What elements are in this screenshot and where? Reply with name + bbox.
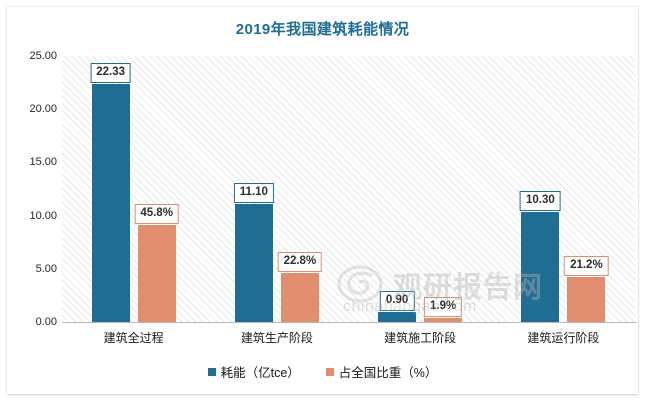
bar-data-label: 0.90 bbox=[379, 291, 415, 312]
y-axis: 0.00 5.00 10.00 15.00 20.00 25.00 bbox=[7, 7, 57, 413]
y-axis-tick-label: 5.00 bbox=[35, 262, 57, 275]
legend-label: 耗能（亿tce） bbox=[220, 366, 300, 380]
bar[interactable] bbox=[137, 224, 176, 322]
y-axis-tick-label: 20.00 bbox=[29, 103, 57, 116]
x-axis-tick-label: 建筑全过程 bbox=[103, 331, 164, 345]
bar-data-label: 22.8% bbox=[277, 252, 323, 273]
legend-label: 占全国比重（%） bbox=[338, 366, 438, 380]
bar-data-label: 45.8% bbox=[134, 203, 179, 224]
legend-color-swatch-icon bbox=[207, 367, 216, 376]
x-axis: 建筑全过程 建筑生产阶段 建筑施工阶段 建筑运行阶段 bbox=[62, 329, 635, 349]
chart-title: 2019年我国建筑耗能情况 bbox=[235, 21, 410, 38]
legend-item[interactable]: 占全国比重（%） bbox=[325, 362, 438, 381]
bar[interactable] bbox=[521, 212, 560, 322]
bar-data-label: 21.2% bbox=[564, 255, 609, 276]
bar[interactable] bbox=[91, 84, 130, 322]
legend-item[interactable]: 耗能（亿tce） bbox=[207, 362, 300, 381]
bar[interactable] bbox=[378, 312, 417, 322]
bar-data-label: 10.30 bbox=[519, 191, 561, 212]
y-axis-tick-label: 0.00 bbox=[35, 316, 57, 328]
chart-card: 2019年我国建筑耗能情况 0.00 5.00 10.00 15.00 20.00 25.… bbox=[7, 7, 638, 394]
y-axis-tick-label: 25.00 bbox=[29, 50, 57, 62]
x-axis-line bbox=[62, 322, 637, 323]
legend-color-swatch-icon bbox=[325, 367, 334, 376]
bar-data-label: 22.33 bbox=[90, 63, 132, 84]
x-axis-tick-label: 建筑运行阶段 bbox=[527, 331, 600, 345]
chart-legend: 耗能（亿tce） 占全国比重（%） bbox=[7, 362, 638, 381]
x-axis-tick-label: 建筑施工阶段 bbox=[384, 331, 457, 345]
bar[interactable] bbox=[280, 273, 319, 322]
bar[interactable] bbox=[424, 317, 463, 322]
bar[interactable] bbox=[234, 203, 273, 322]
bar[interactable] bbox=[567, 276, 606, 322]
y-axis-tick-label: 15.00 bbox=[29, 156, 57, 169]
bar-data-label: 1.9% bbox=[424, 296, 463, 317]
y-axis-tick-label: 10.00 bbox=[29, 209, 57, 222]
x-axis-tick-label: 建筑生产阶段 bbox=[240, 331, 313, 345]
bar-data-label: 11.10 bbox=[233, 182, 274, 203]
